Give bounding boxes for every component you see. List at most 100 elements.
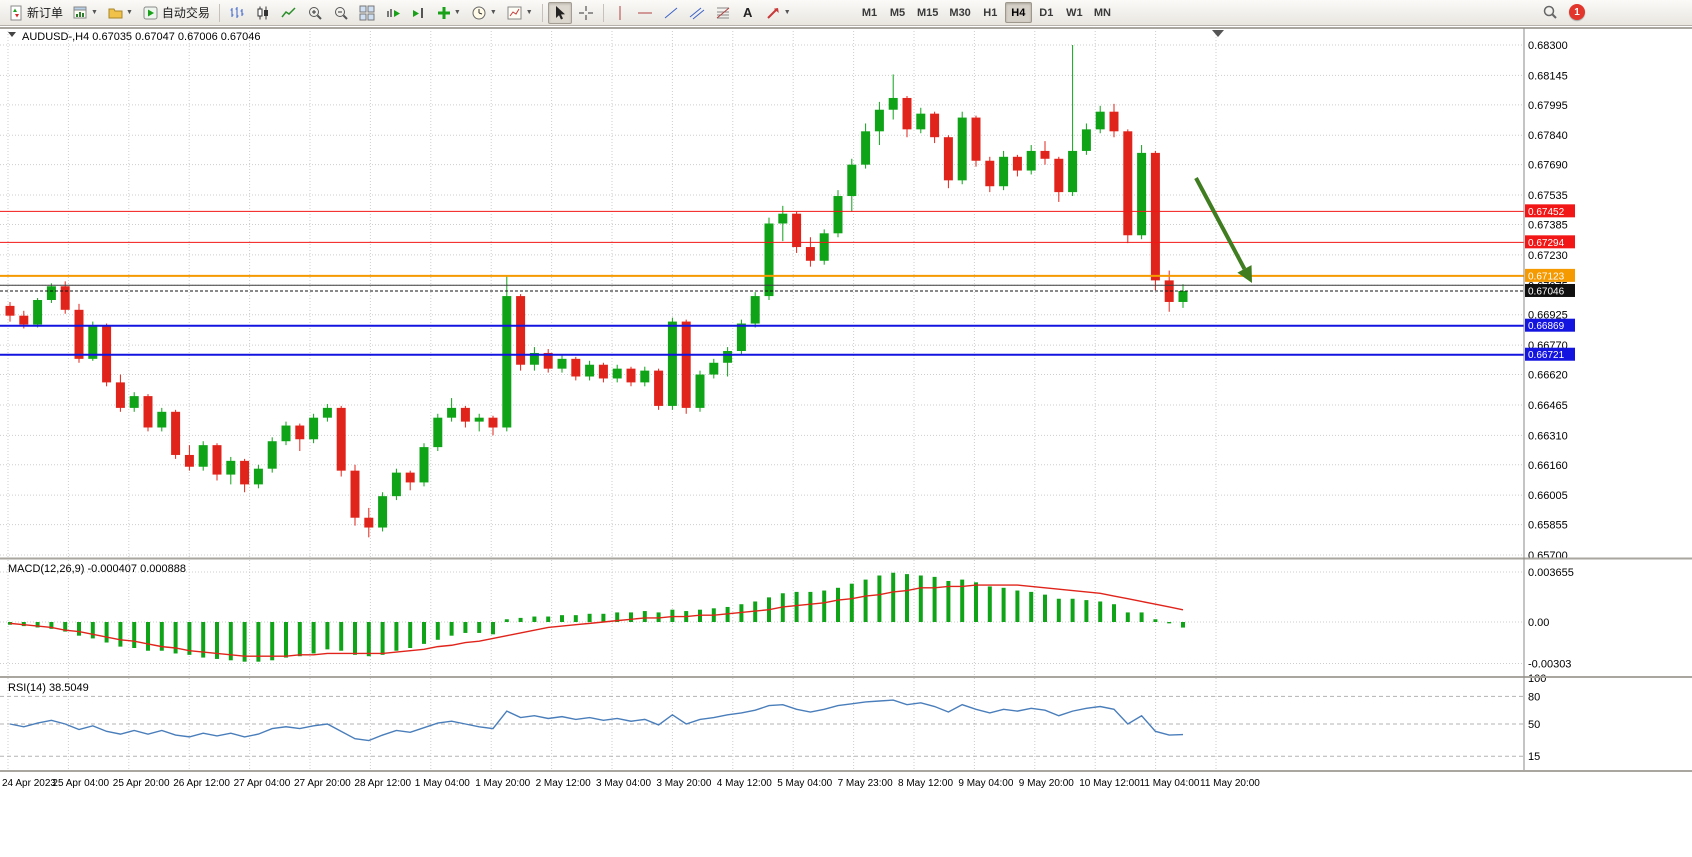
svg-text:0.65855: 0.65855	[1528, 520, 1568, 532]
svg-text:0.65700: 0.65700	[1528, 550, 1568, 562]
search-button[interactable]	[1538, 3, 1562, 21]
main-toolbar: 新订单 ▼ ▼ 自动交易	[0, 0, 1692, 26]
auto-scroll-button[interactable]	[381, 2, 405, 24]
timeframe-H1[interactable]: H1	[983, 6, 998, 19]
svg-text:100: 100	[1528, 673, 1546, 685]
svg-text:0.67123: 0.67123	[1528, 271, 1565, 282]
crosshair-button[interactable]	[574, 2, 598, 24]
toolbar-right-cluster: 1	[1538, 3, 1585, 21]
svg-text:0.003655: 0.003655	[1528, 567, 1574, 579]
svg-text:26 Apr 12:00: 26 Apr 12:00	[173, 778, 230, 789]
svg-text:0.66160: 0.66160	[1528, 460, 1568, 472]
zoom-out-icon	[334, 6, 348, 20]
timeframe-M1[interactable]: M1	[861, 6, 878, 19]
chart-bars-button[interactable]	[225, 2, 249, 24]
zoom-out-button[interactable]	[329, 2, 353, 24]
timeframe-H4[interactable]: H4	[1004, 2, 1032, 23]
svg-text:1 May 20:00: 1 May 20:00	[475, 778, 530, 789]
svg-text:8 May 12:00: 8 May 12:00	[898, 778, 953, 789]
chevron-down-icon: ▼	[525, 9, 533, 16]
equidistant-channel-icon	[689, 7, 705, 19]
zoom-in-button[interactable]	[303, 2, 327, 24]
chart-title: AUDUSD-,H4 0.67035 0.67047 0.67006 0.670…	[22, 31, 261, 43]
svg-text:0.68145: 0.68145	[1528, 70, 1568, 82]
new-order-button[interactable]: 新订单	[4, 2, 67, 24]
indicators-button[interactable]: ▼	[433, 2, 465, 24]
autotrading-button[interactable]: 自动交易	[139, 2, 214, 24]
chart-grid	[0, 28, 1524, 770]
rsi-title: RSI(14) 38.5049	[8, 682, 89, 694]
fibonacci-icon	[716, 7, 730, 18]
trendline-button[interactable]	[659, 2, 683, 24]
svg-text:7 May 23:00: 7 May 23:00	[838, 778, 893, 789]
line-chart-icon	[281, 6, 296, 17]
chart-shift-marker-icon[interactable]	[1212, 30, 1224, 37]
text-tool-button[interactable]: A	[737, 2, 759, 24]
toolbar-separator	[218, 3, 220, 22]
channel-button[interactable]	[685, 2, 709, 24]
new-chart-button[interactable]: ▼	[69, 2, 102, 24]
autotrading-icon	[143, 6, 158, 19]
cursor-icon	[555, 5, 565, 19]
profiles-button[interactable]: ▼	[104, 2, 137, 24]
chart-line-button[interactable]	[277, 2, 301, 24]
search-icon	[1543, 5, 1557, 19]
templates-button[interactable]: ▼	[503, 2, 537, 24]
timeframe-M30[interactable]: M30	[949, 6, 971, 19]
macd-panel	[0, 571, 1524, 664]
profiles-icon	[108, 8, 123, 18]
svg-text:15: 15	[1528, 751, 1540, 763]
arrow-tool-icon	[767, 7, 779, 19]
chart-menu-icon[interactable]	[8, 32, 16, 37]
horizontal-line-button[interactable]	[633, 2, 657, 24]
timeframe-W1[interactable]: W1	[1066, 6, 1083, 19]
chart-candles-button[interactable]	[251, 2, 275, 24]
svg-text:0.00: 0.00	[1528, 617, 1549, 629]
bar-chart-icon	[230, 6, 244, 18]
svg-text:11 May 20:00: 11 May 20:00	[1200, 778, 1260, 789]
tile-windows-button[interactable]	[355, 2, 379, 24]
svg-text:25 Apr 20:00: 25 Apr 20:00	[113, 778, 170, 789]
svg-text:-0.00303: -0.00303	[1528, 658, 1571, 670]
chevron-down-icon: ▼	[453, 9, 461, 16]
new-order-icon	[10, 5, 22, 20]
timeframe-M5[interactable]: M5	[889, 6, 906, 19]
periods-button[interactable]: ▼	[467, 2, 501, 24]
svg-text:25 Apr 04:00: 25 Apr 04:00	[52, 778, 109, 789]
svg-text:3 May 20:00: 3 May 20:00	[656, 778, 711, 789]
timeframe-D1[interactable]: D1	[1039, 6, 1054, 19]
svg-text:0.67230: 0.67230	[1528, 250, 1568, 262]
crosshair-icon	[578, 5, 593, 20]
cursor-button[interactable]	[547, 1, 572, 24]
add-indicator-icon	[437, 6, 450, 19]
svg-text:0.67690: 0.67690	[1528, 160, 1568, 172]
fibonacci-button[interactable]	[711, 2, 735, 24]
svg-text:4 May 12:00: 4 May 12:00	[717, 778, 772, 789]
svg-text:0.67840: 0.67840	[1528, 130, 1568, 142]
svg-text:1 May 04:00: 1 May 04:00	[415, 778, 470, 789]
timeframe-MN[interactable]: MN	[1093, 6, 1111, 19]
auto-scroll-icon	[386, 8, 400, 17]
svg-text:5 May 04:00: 5 May 04:00	[777, 778, 832, 789]
svg-text:0.66465: 0.66465	[1528, 400, 1568, 412]
arrows-button[interactable]: ▼	[761, 2, 795, 24]
svg-text:2 May 12:00: 2 May 12:00	[536, 778, 591, 789]
tile-windows-icon	[359, 5, 375, 20]
svg-text:10 May 12:00: 10 May 12:00	[1079, 778, 1140, 789]
svg-text:0.67535: 0.67535	[1528, 190, 1568, 202]
timeframe-M15[interactable]: M15	[917, 6, 939, 19]
chevron-down-icon: ▼	[125, 9, 133, 16]
trendline-icon	[664, 7, 678, 18]
svg-text:9 May 20:00: 9 May 20:00	[1019, 778, 1074, 789]
vertical-line-button[interactable]	[609, 2, 631, 24]
notification-badge[interactable]: 1	[1569, 4, 1585, 20]
svg-text:0.67046: 0.67046	[1528, 286, 1565, 297]
toolbar-separator	[541, 3, 543, 22]
chart-shift-button[interactable]	[407, 2, 431, 24]
svg-text:0.66310: 0.66310	[1528, 430, 1568, 442]
templates-icon	[507, 6, 522, 19]
clock-icon	[472, 6, 486, 19]
macd-title: MACD(12,26,9) -0.000407 0.000888	[8, 563, 186, 575]
